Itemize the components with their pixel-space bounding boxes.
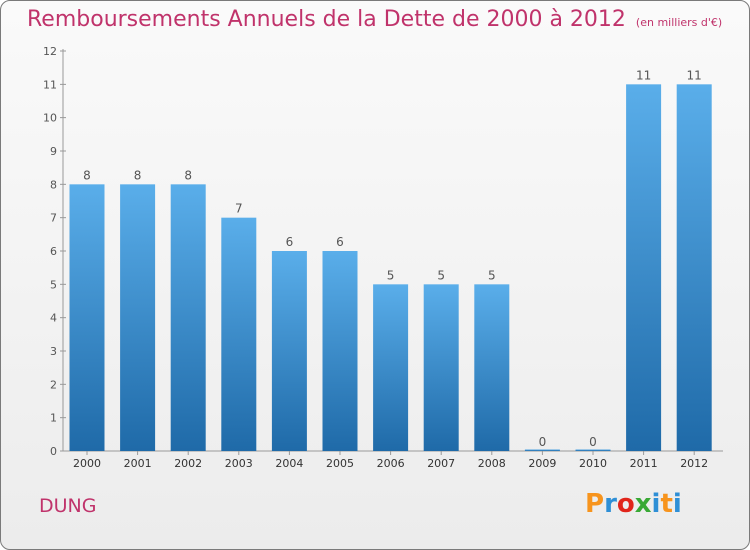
chart-unit: (en milliers d'€) <box>635 16 723 29</box>
x-tick-label-2002: 2002 <box>174 457 202 470</box>
bar-2005 <box>322 251 358 451</box>
x-tick-label-2007: 2007 <box>427 457 455 470</box>
x-tick-label-2006: 2006 <box>377 457 405 470</box>
logo-letter: o <box>616 489 635 519</box>
y-tick-label: 2 <box>50 378 57 391</box>
y-tick-label: 8 <box>50 178 57 191</box>
x-tick-label-2004: 2004 <box>275 457 303 470</box>
proxiti-logo: Proxiti <box>585 489 682 519</box>
chart-title: Remboursements Annuels de la Dette de 20… <box>27 7 626 32</box>
bar-2004 <box>271 251 307 451</box>
data-labels: 8 8 8 7 6 6 5 5 5 0 0 11 11 <box>83 68 702 449</box>
x-tick-label-2000: 2000 <box>73 457 101 470</box>
logo-letter: x <box>634 489 652 519</box>
x-tick-label-2012: 2012 <box>680 457 708 470</box>
y-tick-label: 3 <box>50 345 57 358</box>
bar-2006 <box>373 284 409 451</box>
y-tick-label: 5 <box>50 278 57 291</box>
x-tick-label-2010: 2010 <box>579 457 607 470</box>
bar-2002 <box>170 184 206 452</box>
x-tick-label-2003: 2003 <box>225 457 253 470</box>
y-tick-label: 11 <box>43 78 57 91</box>
bar-2000 <box>69 184 105 452</box>
y-tick-label: 12 <box>43 45 57 58</box>
y-tick-label: 9 <box>50 145 57 158</box>
chart-title-block: Remboursements Annuels de la Dette de 20… <box>27 7 722 32</box>
logo-letter: i <box>672 489 682 519</box>
x-tick-label-2001: 2001 <box>124 457 152 470</box>
data-label-2008: 5 <box>488 268 496 282</box>
bar-2001 <box>120 184 156 452</box>
data-label-2011: 11 <box>636 68 651 82</box>
logo-letter: t <box>660 489 673 519</box>
logo-letter: P <box>585 489 605 519</box>
data-label-2000: 8 <box>83 168 91 182</box>
y-tick-label: 1 <box>50 412 57 425</box>
y-tick-label: 10 <box>43 112 57 125</box>
commune-name: DUNG <box>39 495 97 517</box>
logo-letter: i <box>651 489 661 519</box>
data-label-2002: 8 <box>184 168 192 182</box>
data-label-2003: 7 <box>235 202 243 216</box>
data-label-2006: 5 <box>387 268 395 282</box>
y-tick-label: 0 <box>50 445 57 458</box>
data-label-2001: 8 <box>134 168 142 182</box>
bar-2003 <box>221 217 257 451</box>
x-tick-label-2009: 2009 <box>528 457 556 470</box>
x-tick-label-2005: 2005 <box>326 457 354 470</box>
bar-2007 <box>423 284 459 451</box>
bar-2008 <box>474 284 510 451</box>
y-tick-label: 6 <box>50 245 57 258</box>
x-tick-label-2011: 2011 <box>630 457 658 470</box>
y-tick-label: 7 <box>50 212 57 225</box>
y-tick-label: 4 <box>50 312 57 325</box>
data-label-2012: 11 <box>687 68 702 82</box>
bar-2012 <box>676 84 712 451</box>
logo-letter: r <box>604 489 617 519</box>
bar-2009 <box>524 449 560 451</box>
data-label-2004: 6 <box>286 235 294 249</box>
bars <box>69 84 712 452</box>
bar-2011 <box>626 84 662 451</box>
data-label-2010: 0 <box>589 435 597 449</box>
data-label-2005: 6 <box>336 235 344 249</box>
bar-2010 <box>575 449 611 451</box>
data-label-2009: 0 <box>539 435 547 449</box>
x-tick-label-2008: 2008 <box>478 457 506 470</box>
data-label-2007: 5 <box>437 268 445 282</box>
